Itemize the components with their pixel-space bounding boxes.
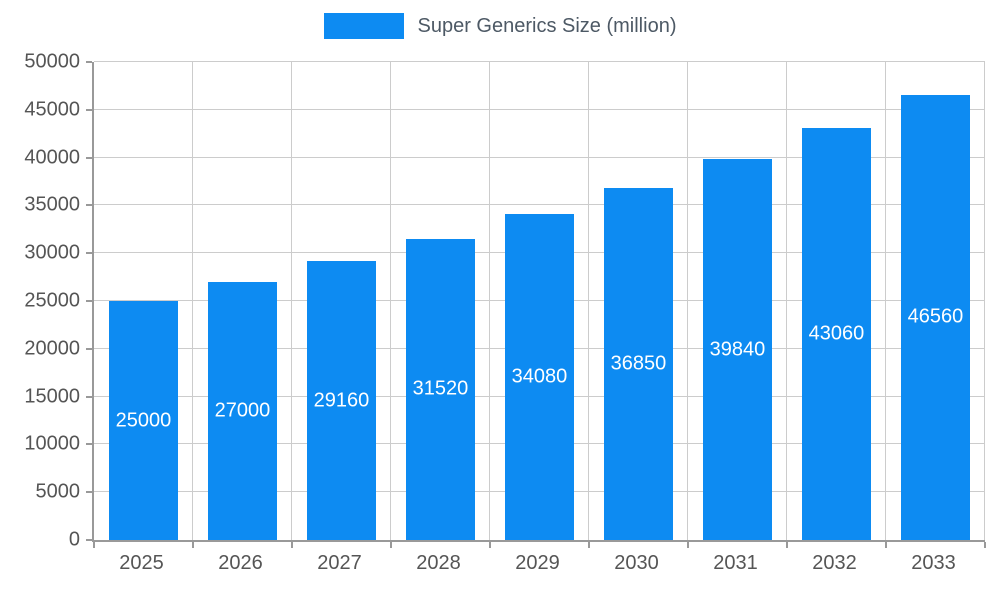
y-axis-label: 10000	[24, 432, 80, 455]
y-axis-tick	[86, 491, 92, 494]
plot-area: 25000 27000 29160 31520 34080 36850 39840 43060…	[86, 61, 986, 548]
x-axis-tick	[686, 542, 689, 548]
gridline-horizontal	[94, 204, 985, 206]
gridline-vertical	[191, 62, 193, 540]
x-axis-labels: 2025 2026 2027 2028 2029 2030 2031 2032 2033	[92, 552, 983, 578]
bar-value-label: 36850	[610, 352, 667, 375]
y-axis-label: 25000	[24, 289, 80, 312]
y-axis-tick	[86, 108, 92, 111]
y-axis-tick	[86, 204, 92, 207]
legend-label: Super Generics Size (million)	[417, 14, 677, 37]
bar-value-label: 27000	[214, 399, 271, 422]
bar-value-label: 43060	[808, 322, 865, 345]
y-axis-label: 35000	[24, 193, 80, 216]
x-axis-tick	[191, 542, 194, 548]
gridline-vertical	[588, 62, 589, 540]
gridline-horizontal	[94, 156, 985, 158]
x-axis-label: 2031	[713, 552, 758, 574]
y-axis-tick	[86, 539, 92, 541]
x-axis-tick	[984, 542, 986, 548]
bar: 34080	[504, 214, 575, 540]
y-axis-tick	[86, 395, 92, 398]
y-axis-tick	[86, 252, 92, 255]
y-axis-tick	[86, 156, 92, 159]
x-axis-label: 2033	[911, 552, 956, 574]
gridline-vertical	[488, 62, 490, 540]
bar-value-label: 31520	[412, 377, 469, 400]
bar-value-label: 34080	[511, 365, 568, 388]
y-axis-label: 0	[68, 528, 80, 551]
gridline-vertical	[290, 62, 292, 540]
bar-value-label: 39840	[709, 338, 766, 361]
x-axis-tick	[884, 542, 887, 548]
bar: 29160	[306, 261, 377, 540]
y-axis-label: 15000	[24, 385, 80, 408]
gridline-horizontal	[94, 108, 985, 110]
x-axis-label: 2030	[614, 552, 659, 574]
x-axis-label: 2028	[416, 552, 461, 574]
y-axis-label: 5000	[35, 480, 81, 503]
x-axis-label: 2025	[119, 552, 164, 574]
bar: 31520	[405, 238, 476, 540]
y-axis-tick	[86, 443, 92, 446]
y-axis-labels: 0 5000 10000 15000 20000 25000 30000 35000 40000…	[0, 51, 81, 551]
bar-value-label: 25000	[115, 409, 172, 431]
x-axis-tick	[786, 542, 788, 548]
gridline-vertical	[686, 62, 688, 540]
x-axis-label: 2027	[317, 552, 362, 574]
bar: 36850	[603, 187, 674, 540]
bar: 46560	[900, 94, 971, 540]
y-axis-tick	[86, 61, 92, 63]
gridline-vertical	[984, 62, 985, 540]
x-axis-tick	[93, 542, 95, 548]
x-axis-tick	[488, 542, 491, 548]
gridline-vertical	[884, 62, 886, 540]
y-axis-tick	[86, 300, 92, 302]
legend: Super Generics Size (million)	[0, 12, 1000, 40]
y-axis-label: 40000	[24, 146, 80, 169]
bar: 39840	[702, 159, 773, 540]
x-axis-tick	[389, 542, 392, 548]
y-axis-label: 45000	[24, 98, 80, 121]
x-axis-label: 2029	[515, 552, 560, 574]
gridline-horizontal	[94, 61, 985, 62]
y-axis-label: 30000	[24, 241, 80, 264]
y-axis-tick	[86, 347, 92, 350]
y-axis-label: 20000	[24, 337, 80, 360]
gridline-vertical	[389, 62, 391, 540]
bar: 43060	[801, 128, 872, 540]
bar-value-label: 29160	[313, 389, 370, 412]
bar: 25000	[108, 301, 179, 540]
y-axis-label: 50000	[24, 50, 80, 73]
gridline-vertical	[786, 62, 787, 540]
legend-swatch	[323, 13, 404, 39]
bar-value-label: 46560	[907, 305, 964, 328]
x-axis-tick	[290, 542, 293, 548]
x-axis-label: 2026	[218, 552, 263, 574]
x-axis-tick	[588, 542, 590, 548]
x-axis-label: 2032	[812, 552, 857, 574]
bar: 27000	[207, 281, 278, 540]
